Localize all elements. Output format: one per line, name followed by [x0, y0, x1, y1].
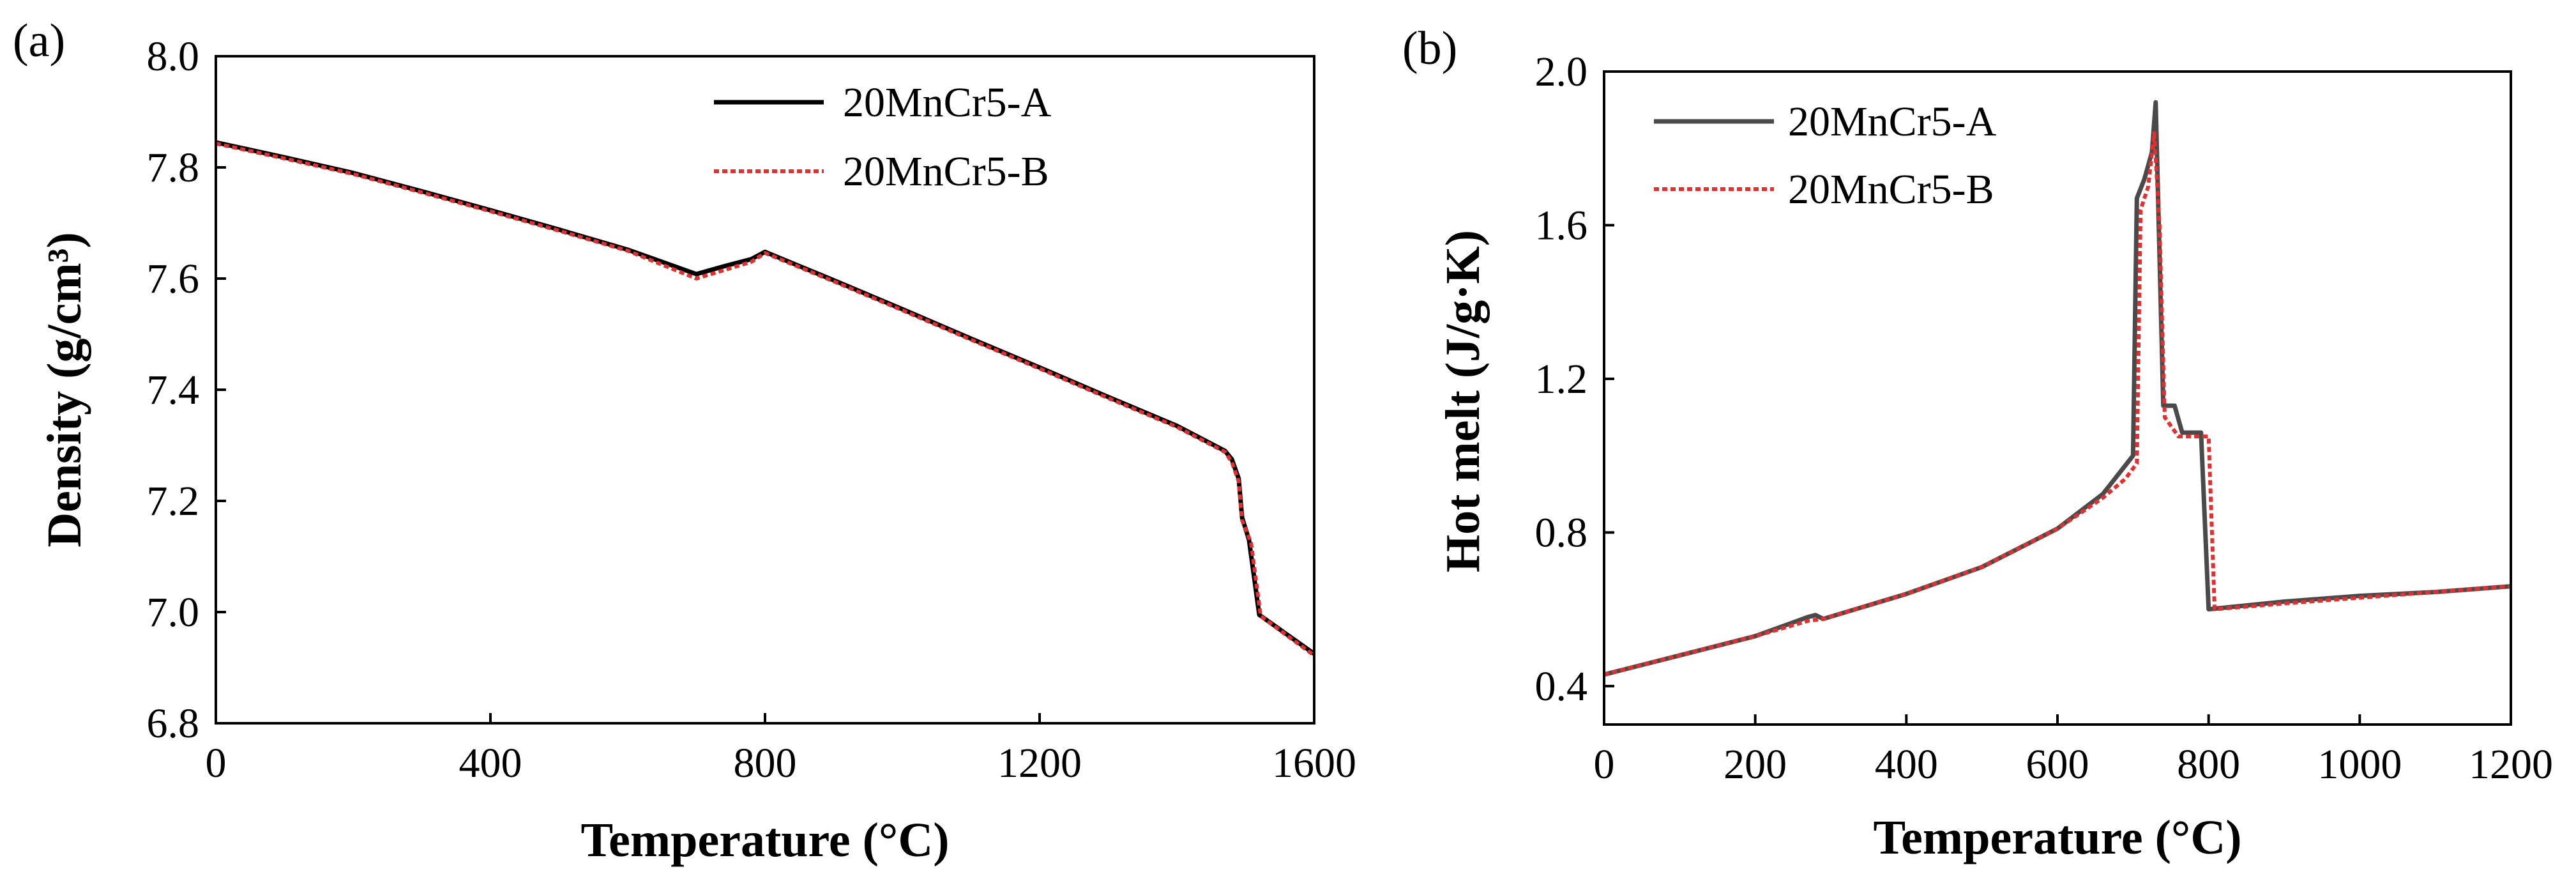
plot-area-b	[1603, 100, 2512, 677]
panel-label-a: (a)	[13, 15, 65, 67]
series-line-a-1	[215, 141, 1315, 657]
y-tick-label-a-1: 7.0	[147, 589, 200, 636]
series-line-b-0	[1603, 100, 2512, 677]
x-tick-label-a-0: 0	[206, 740, 227, 786]
plot-frame-a	[215, 55, 1315, 725]
x-tick-label-b-4: 800	[2177, 741, 2240, 788]
x-tick-label-b-6: 1200	[2469, 741, 2553, 788]
x-ticks-a: 0 400 800 1200 1600	[206, 713, 1356, 786]
x-tick-label-b-2: 400	[1875, 741, 1938, 788]
y-tick-label-b-1: 0.8	[1535, 509, 1588, 556]
x-tick-label-a-3: 1200	[997, 740, 1082, 786]
x-tick-label-b-1: 200	[1724, 741, 1787, 788]
x-tick-label-b-0: 0	[1594, 741, 1615, 788]
legend-label-a-0: 20MnCr5-A	[843, 79, 1052, 126]
legend-b: 20MnCr5-A 20MnCr5-B	[1654, 98, 1997, 213]
y-tick-label-a-5: 7.8	[147, 144, 200, 191]
y-tick-label-a-6: 8.0	[147, 33, 200, 80]
y-tick-label-b-2: 1.2	[1535, 356, 1588, 403]
x-tick-label-a-1: 400	[459, 740, 522, 786]
x-tick-label-b-5: 1000	[2317, 741, 2402, 788]
y-tick-label-b-0: 0.4	[1535, 663, 1588, 710]
legend-a: 20MnCr5-A 20MnCr5-B	[714, 79, 1052, 195]
x-axis-title-a: Temperature (°C)	[580, 813, 949, 867]
series-line-a-0	[215, 140, 1316, 656]
y-ticks-a: 6.8 7.0 7.2 7.4 7.6 7.8 8.0	[147, 33, 226, 747]
y-axis-title-a: Density (g/cm³)	[38, 232, 91, 547]
y-axis-title-b: Hot melt (J/g·K)	[1436, 230, 1490, 572]
y-ticks-b: 0.4 0.8 1.2 1.6 2.0	[1535, 49, 1614, 710]
legend-label-a-1: 20MnCr5-B	[843, 148, 1049, 195]
y-tick-label-b-3: 1.6	[1535, 202, 1588, 249]
legend-label-b-0: 20MnCr5-A	[1788, 98, 1997, 145]
chart-panel-a: (a) 0 400 800 1200 1600 6.8 7.0 7.2 7.4 7.6 7.8 8.…	[13, 15, 1356, 867]
x-ticks-b: 0 200 400 600 800 1000 1200	[1594, 714, 2553, 788]
y-tick-label-a-0: 6.8	[147, 700, 200, 747]
y-tick-label-a-4: 7.6	[147, 256, 200, 302]
plot-frame-b	[1603, 70, 2512, 726]
y-tick-label-a-3: 7.4	[147, 367, 200, 413]
x-tick-label-b-3: 600	[2026, 741, 2089, 788]
y-tick-label-b-4: 2.0	[1535, 49, 1588, 95]
x-tick-label-a-4: 1600	[1272, 740, 1356, 786]
chart-panel-b: (b) 0 200 400 600 800 1000 1200 0.4 0.8 1.2 1.6 2.…	[1402, 22, 2553, 864]
x-tick-label-a-2: 800	[734, 740, 797, 786]
series-line-b-1	[1603, 131, 2512, 677]
y-tick-label-a-2: 7.2	[147, 478, 200, 525]
x-axis-title-b: Temperature (°C)	[1873, 811, 2241, 864]
plot-area-a	[215, 140, 1316, 657]
legend-label-b-1: 20MnCr5-B	[1788, 166, 1994, 213]
panel-label-b: (b)	[1402, 22, 1457, 75]
